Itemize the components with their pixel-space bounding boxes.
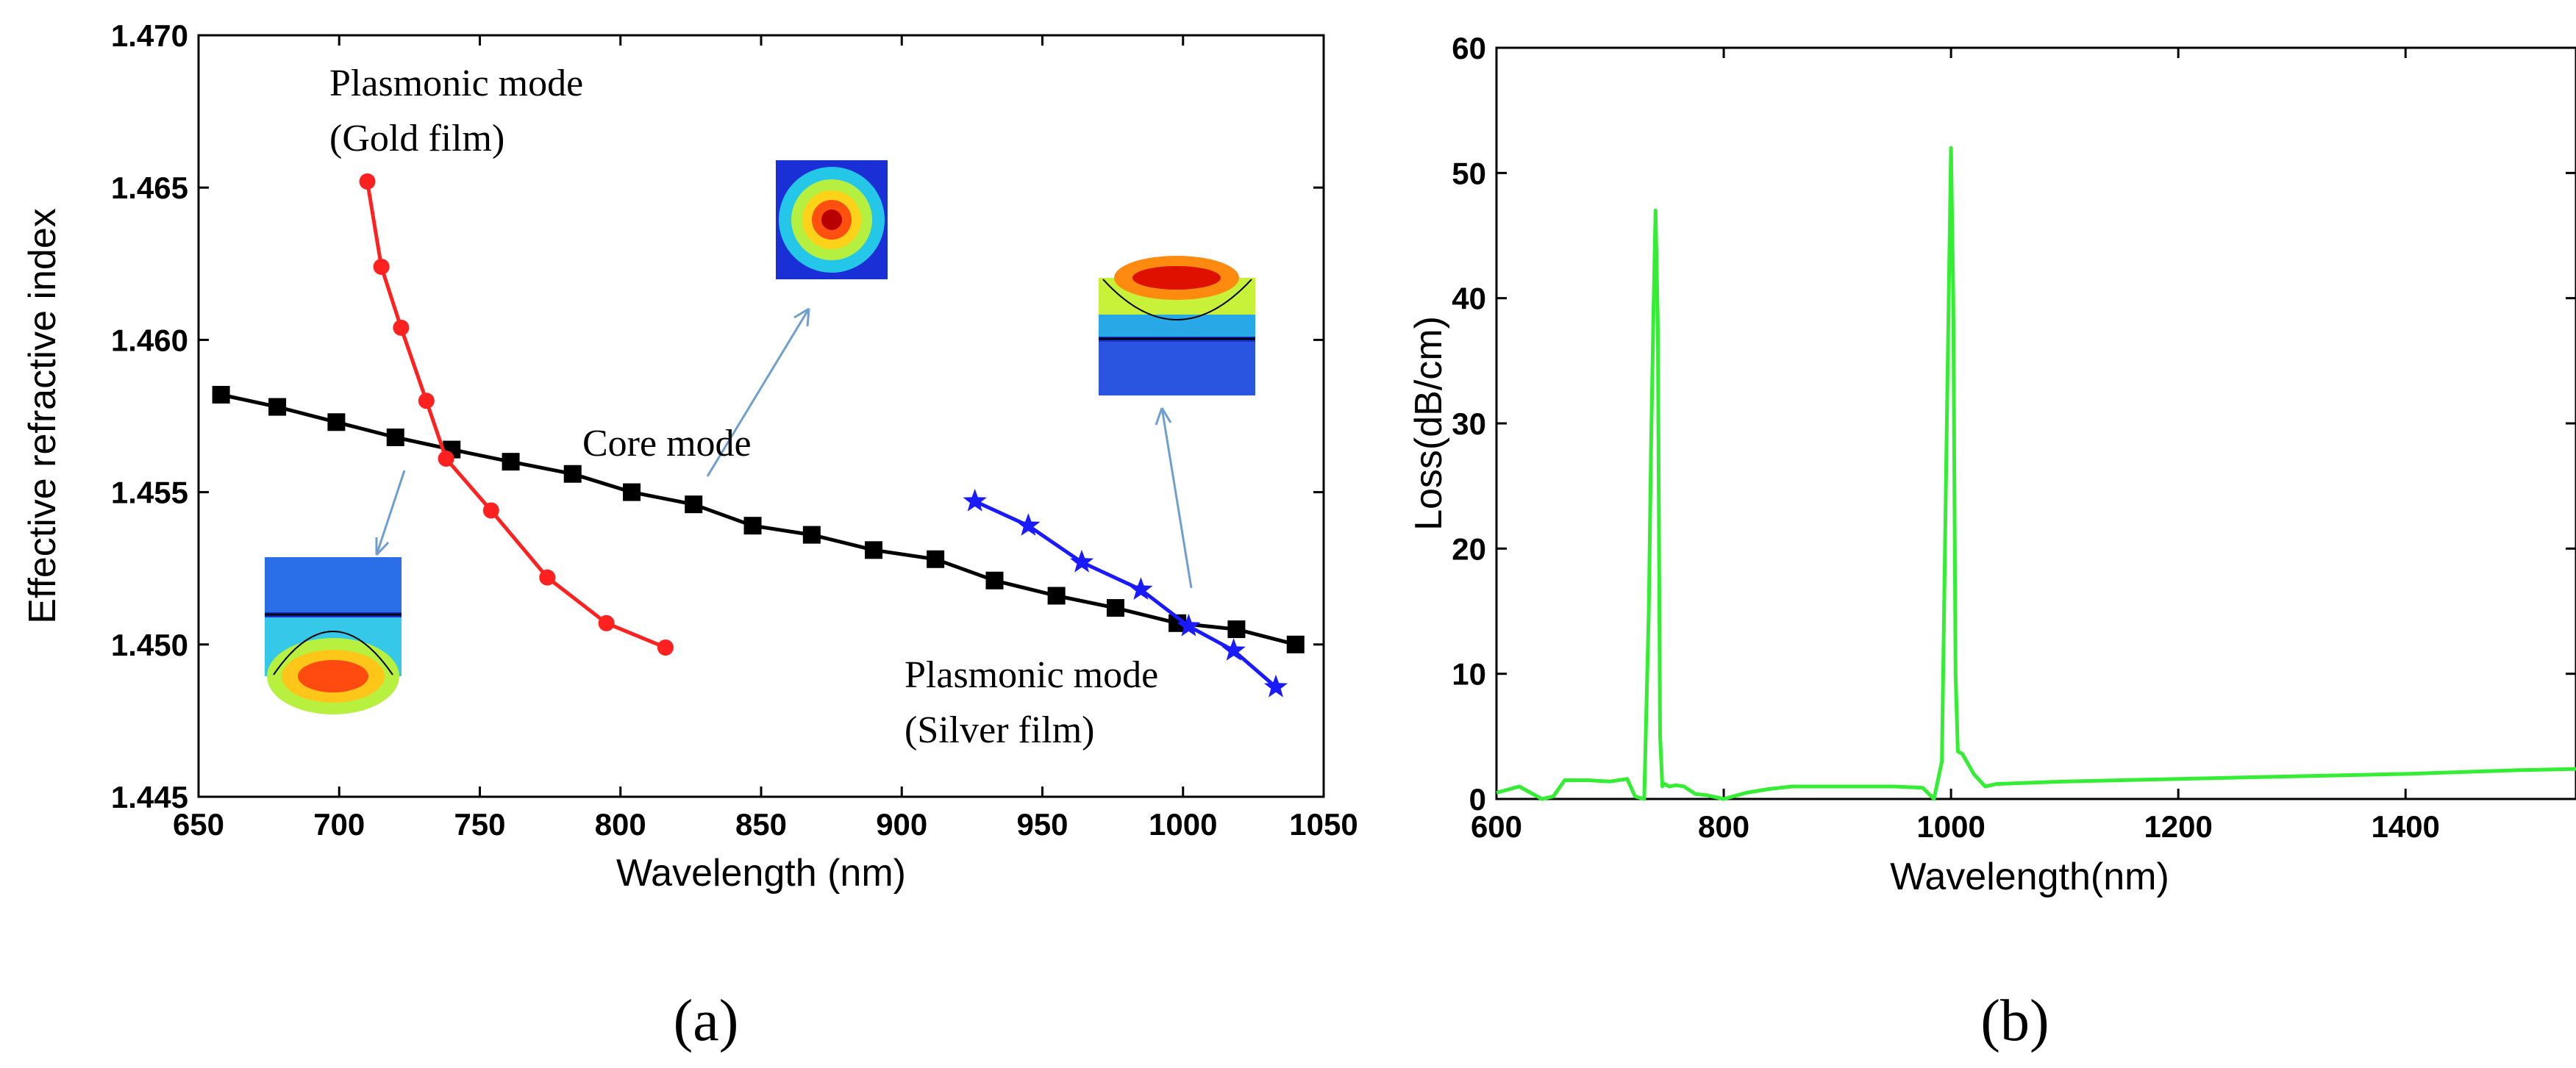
gold-mode-point <box>393 319 410 336</box>
panel-b-y-axis-label: Loss(dB/cm) <box>1407 316 1450 531</box>
gold-mode-point <box>598 614 615 631</box>
core-mode-point <box>743 517 762 535</box>
a-x-tick-label: 800 <box>595 807 646 842</box>
silver-mode-point <box>1263 674 1288 698</box>
b-y-tick-label: 10 <box>1452 657 1486 692</box>
core-mode-label: Core mode <box>582 423 752 465</box>
b-series-line-0 <box>1496 146 2576 801</box>
core-mode-point <box>623 483 641 501</box>
core-mode-point <box>1047 587 1066 605</box>
panel-a-label: (a) <box>674 989 739 1053</box>
inset-core-mode-field <box>776 160 888 279</box>
a-series-line-1 <box>365 181 666 650</box>
gold-mode-label-line1: Plasmonic mode <box>329 62 583 104</box>
silver-mode-point <box>1069 549 1094 573</box>
gold-mode-point <box>438 451 454 467</box>
core-mode-point <box>1286 635 1305 653</box>
core-mode-point <box>927 550 945 568</box>
silver-mode-point <box>963 489 987 512</box>
panel-b-label: (b) <box>1980 989 2049 1053</box>
a-x-tick-label: 700 <box>313 807 365 842</box>
b-y-tick-label: 50 <box>1452 156 1486 190</box>
core-mode-point <box>1227 620 1246 639</box>
a-x-tick-label: 1050 <box>1289 807 1357 842</box>
a-y-tick-label: 1.450 <box>111 628 188 662</box>
core-mode-point <box>268 398 287 416</box>
panel-b-x-axis-label: Wavelength(nm) <box>1890 856 2169 898</box>
b-x-tick-label: 600 <box>1471 809 1522 844</box>
core-mode-point <box>1106 599 1124 617</box>
a-x-tick-label: 850 <box>735 807 787 842</box>
core-mode-point <box>563 465 582 483</box>
panel-a: 650 700 750 800 850 900 950 1000 1050 1.445 1.450 1… <box>21 18 1358 1053</box>
silver-mode-point <box>1221 638 1246 661</box>
a-y-tick-label: 1.470 <box>111 18 188 53</box>
b-y-tick-label: 0 <box>1469 782 1486 817</box>
a-x-tick-label: 1000 <box>1149 807 1217 842</box>
a-y-tick-label: 1.445 <box>111 780 188 814</box>
gold-mode-point <box>539 569 556 586</box>
core-mode-point <box>865 541 882 559</box>
gold-mode-point <box>373 258 390 275</box>
gold-mode-point <box>657 639 674 656</box>
a-x-tick-label: 900 <box>876 807 927 842</box>
gold-mode-label-line2: (Gold film) <box>329 118 504 160</box>
inset-silver-plasmonic-field <box>1099 256 1255 395</box>
b-y-tick-label: 40 <box>1452 282 1486 316</box>
b-x-tick-label: 800 <box>1698 809 1749 844</box>
core-mode-point <box>386 429 404 447</box>
a-y-tick-label: 1.465 <box>111 171 188 205</box>
b-y-tick-label: 20 <box>1452 531 1486 566</box>
b-x-tick-label: 1200 <box>2144 809 2212 844</box>
panel-a-y-axis-label: Effective refractive index <box>21 208 64 624</box>
core-mode-point <box>685 495 703 514</box>
core-mode-point <box>985 571 1004 589</box>
core-mode-point <box>212 385 230 404</box>
gold-mode-point <box>482 502 499 519</box>
panel-b: 600 800 1000 1200 1400 0 10 20 30 40 50 60 Waveleng… <box>1407 31 2576 1053</box>
silver-mode-label-line2: (Silver film) <box>905 709 1095 751</box>
core-mode-point <box>502 453 520 471</box>
b-x-tick-label: 1000 <box>1916 809 1985 844</box>
a-x-tick-label: 750 <box>454 807 505 842</box>
core-mode-point <box>327 413 346 431</box>
a-y-tick-label: 1.460 <box>111 323 188 357</box>
a-x-tick-label: 650 <box>173 807 224 842</box>
b-y-tick-label: 60 <box>1452 31 1486 65</box>
annotation-arrows <box>375 307 1193 589</box>
b-y-tick-label: 30 <box>1452 406 1486 441</box>
a-x-tick-label: 950 <box>1016 807 1068 842</box>
silver-mode-point <box>1129 577 1153 600</box>
a-y-tick-label: 1.455 <box>111 476 188 510</box>
b-x-tick-label: 1400 <box>2371 809 2439 844</box>
inset-gold-plasmonic-field <box>265 557 402 714</box>
silver-mode-label-line1: Plasmonic mode <box>905 654 1158 696</box>
panel-a-x-axis-label: Wavelength (nm) <box>616 852 906 895</box>
gold-mode-point <box>418 393 435 409</box>
gold-mode-point <box>359 173 376 190</box>
silver-mode-point <box>1016 513 1041 536</box>
core-mode-point <box>802 526 821 544</box>
silver-mode-point <box>1177 613 1201 637</box>
